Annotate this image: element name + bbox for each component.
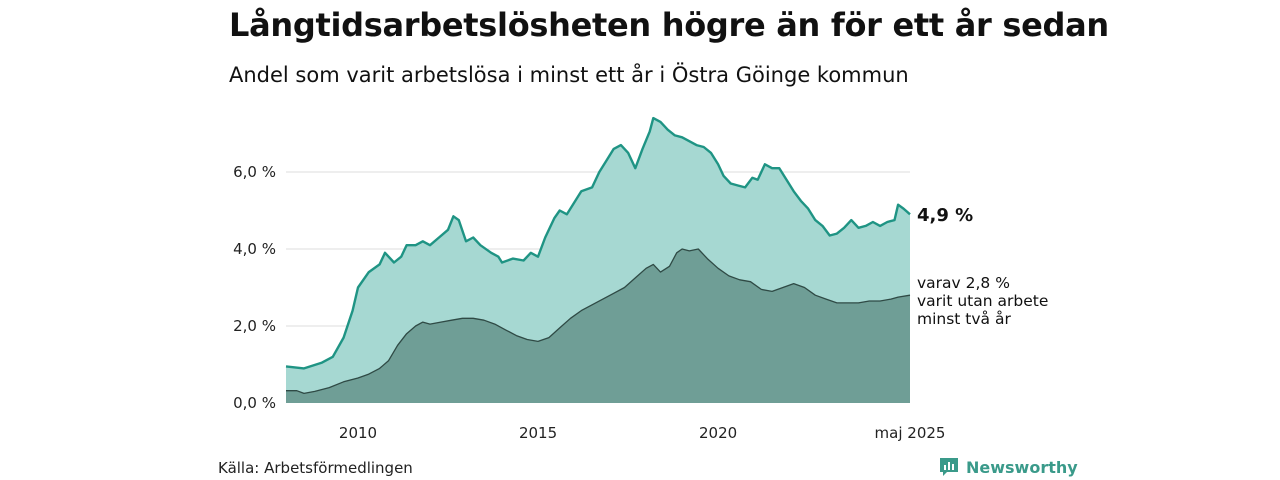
source-note: Källa: Arbetsförmedlingen <box>218 459 413 477</box>
y-tick-label: 6,0 % <box>233 163 276 181</box>
long-term-line <box>286 248 911 395</box>
brand-name: Newsworthy <box>966 457 1078 477</box>
x-axis-ticks: 2010 2015 2020 maj 2025 <box>339 424 946 442</box>
end-label-total: 4,9 % <box>917 205 973 226</box>
long-term-area <box>286 249 910 403</box>
end-label-long-1: varav 2,8 % <box>917 274 1010 292</box>
y-tick-label: 2,0 % <box>233 317 276 335</box>
y-axis-ticks: 0,0 % 2,0 % 4,0 % 6,0 % <box>233 163 276 412</box>
chart-subtitle: Andel som varit arbetslösa i minst ett å… <box>229 63 909 87</box>
y-tick-label: 4,0 % <box>233 240 276 258</box>
end-label-long-2: varit utan arbete <box>917 292 1048 310</box>
x-tick-label: 2015 <box>519 424 557 442</box>
x-tick-label: 2020 <box>699 424 737 442</box>
x-tick-label: maj 2025 <box>875 424 946 442</box>
x-tick-label: 2010 <box>339 424 377 442</box>
y-tick-label: 0,0 % <box>233 394 276 412</box>
brand-logo: Newsworthy <box>938 456 1078 478</box>
chart-title: Långtidsarbetslösheten högre än för ett … <box>229 6 1109 44</box>
end-label-long-3: minst två år <box>917 310 1011 328</box>
total-line <box>285 116 911 370</box>
newsworthy-icon <box>940 458 958 476</box>
